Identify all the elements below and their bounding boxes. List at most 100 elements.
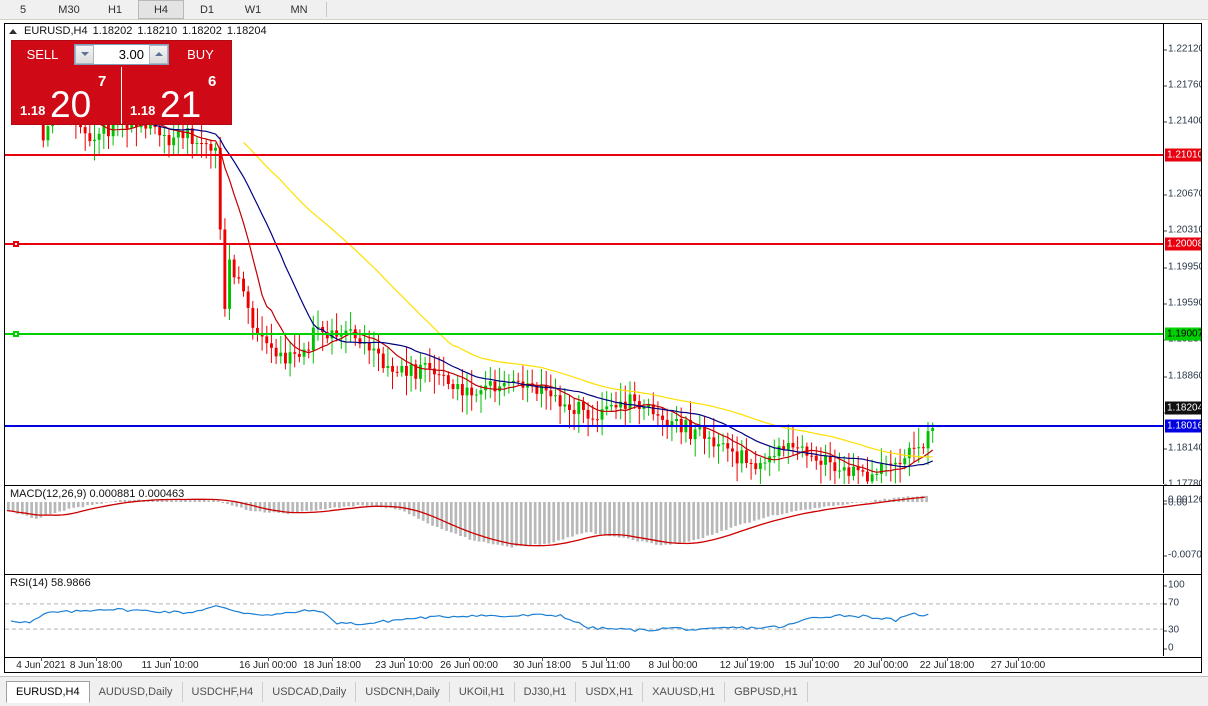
buy-price-big: 21 [160,84,202,125]
sell-price-prefix: 1.18 [20,103,46,118]
rsi-pane[interactable]: RSI(14) 58.9866 100 70 30 0 [5,574,1201,656]
level-line-handle[interactable] [13,331,19,337]
chart-tab-audusd-daily[interactable]: AUDUSD,Daily [90,681,183,702]
time-axis-label: 22 Jul 18:00 [919,660,975,671]
price-scale-tick: 1.17780 [1163,479,1201,490]
time-axis-tick [268,657,269,661]
time-axis-tick [812,657,813,661]
buy-price-button[interactable]: 1.18 21 6 [122,67,231,124]
time-axis-label: 20 Jul 00:00 [853,660,909,671]
price-scale-tick: 1.20670 [1163,189,1201,200]
timeframe-m30[interactable]: M30 [58,3,80,16]
price-level-badge[interactable]: 1.18016 [1165,419,1201,433]
rsi-scale-tick: 70 [1163,597,1180,609]
chart-tab-eurusd-h4[interactable]: EURUSD,H4 [6,680,90,703]
oct-control-row: SELL 3.00 BUY [12,41,231,67]
price-scale-tick: 1.18860 [1163,371,1201,382]
timeframe-w1[interactable]: W1 [244,3,262,16]
caret-down-icon [80,52,89,56]
buy-button[interactable]: BUY [187,46,214,62]
time-axis-tick [947,657,948,661]
price-scale-tick: 1.22120 [1163,44,1201,55]
rsi-series [5,603,1163,632]
ohlc-open: 1.18202 [92,25,133,37]
chart-canvas-window[interactable]: EURUSD,H4 1.18202 1.18210 1.18202 1.1820… [4,23,1202,673]
time-axis: 4 Jun 2021 8 Jun 18:00 11 Jun 10:00 16 Jun … [5,657,1201,672]
rsi-scale-tick: 100 [1164,579,1185,591]
chart-tab-dj30-h1[interactable]: DJ30,H1 [515,681,577,702]
price-scale-tick: 1.19590 [1163,298,1201,309]
time-axis-tick [606,657,607,661]
price-scale-tick: 1.21760 [1163,80,1201,91]
time-axis-label: 23 Jun 10:00 [375,660,433,671]
volume-increase-button[interactable] [149,44,168,64]
price-scale-tick: 1.18140 [1163,443,1201,454]
timeframe-h1[interactable]: H1 [107,3,123,16]
collapse-triangle-icon[interactable] [9,28,17,34]
chart-tab-usdcnh-daily[interactable]: USDCNH,Daily [356,681,450,702]
price-level-badge[interactable]: 1.21010 [1165,148,1201,162]
macd-pane[interactable]: MACD(12,26,9) 0.000881 0.000463 0.00126 0… [5,485,1201,573]
time-axis-label: 16 Jun 00:00 [239,660,297,671]
buy-price-prefix: 1.18 [130,103,156,118]
time-axis-tick [881,657,882,661]
price-scale-tick: 1.21400 [1163,116,1201,127]
sell-price-fraction: 7 [98,73,107,90]
volume-decrease-button[interactable] [75,44,94,64]
price-level-badge[interactable]: 1.19007 [1165,327,1201,341]
macd-label: MACD(12,26,9) 0.000881 0.000463 [10,488,185,500]
sell-button[interactable]: SELL [26,46,59,62]
time-axis-tick [41,657,42,661]
rsi-scale-tick: 0 [1164,642,1174,654]
chart-tab-usdchf-h4[interactable]: USDCHF,H4 [183,681,264,702]
chart-tab-usdcad-daily[interactable]: USDCAD,Daily [263,681,357,702]
macd-scale-tick: 0.00 [1163,497,1188,509]
horizontal-level-line[interactable] [5,243,1163,245]
symbol-title: EURUSD,H4 [24,25,88,37]
price-scale-tick: 1.19950 [1163,262,1201,273]
timeframe-h4[interactable]: H4 [138,0,184,19]
rsi-scale-tick: 30 [1163,624,1180,636]
symbol-header: EURUSD,H4 1.18202 1.18210 1.18202 1.1820… [5,24,267,38]
chart-tab-usdx-h1[interactable]: USDX,H1 [576,681,644,702]
time-axis-label: 27 Jul 10:00 [990,660,1046,671]
oct-price-row: 1.18 20 7 1.18 21 6 [12,67,231,124]
horizontal-level-line[interactable] [5,154,1163,156]
time-axis-label: 11 Jun 10:00 [141,660,199,671]
time-axis-tick [170,657,171,661]
sell-price-button[interactable]: 1.18 20 7 [12,67,122,124]
timeframe-d1[interactable]: D1 [199,3,215,16]
volume-stepper[interactable]: 3.00 [74,43,169,65]
timeframe-5[interactable]: 5 [19,3,27,16]
time-axis-label: 26 Jun 00:00 [440,660,498,671]
price-scale-tick: 1.20310 [1163,225,1201,236]
horizontal-level-line[interactable] [5,333,1163,335]
time-axis-label: 4 Jun 2021 [16,660,66,671]
buy-price-fraction: 6 [208,73,217,90]
horizontal-level-line[interactable] [5,425,1163,427]
rsi-plot-area [5,575,1163,656]
chart-tab-ukoil-h1[interactable]: UKOil,H1 [450,681,515,702]
volume-input[interactable]: 3.00 [118,46,144,62]
chart-tab-gbpusd-h1[interactable]: GBPUSD,H1 [725,681,808,702]
price-level-badge[interactable]: 1.20008 [1165,237,1201,251]
price-level-badge[interactable]: 1.18204 [1165,401,1201,415]
time-axis-label: 12 Jul 19:00 [719,660,775,671]
time-axis-tick [96,657,97,661]
chart-tab-xauusd-h1[interactable]: XAUUSD,H1 [643,681,726,702]
time-axis-label: 30 Jun 18:00 [513,660,571,671]
timeframe-mn[interactable]: MN [290,3,308,16]
price-scale[interactable]: 1.22120 1.21760 1.21400 1.20670 1.20310 1.199… [1163,24,1201,517]
macd-scale-tick: -0.00707 [1163,550,1201,561]
time-axis-label: 18 Jun 18:00 [303,660,361,671]
time-axis-tick [542,657,543,661]
time-axis-tick [404,657,405,661]
level-line-handle[interactable] [13,241,19,247]
time-axis-label: 8 Jun 18:00 [69,660,123,671]
macd-plot-area [5,486,1163,573]
timeframe-toolbar: 5 M30 H1 H4 D1 W1 MN [0,0,1208,20]
one-click-trading-panel[interactable]: SELL 3.00 BUY 1.18 20 7 [11,40,232,125]
time-axis-label: 15 Jul 10:00 [784,660,840,671]
